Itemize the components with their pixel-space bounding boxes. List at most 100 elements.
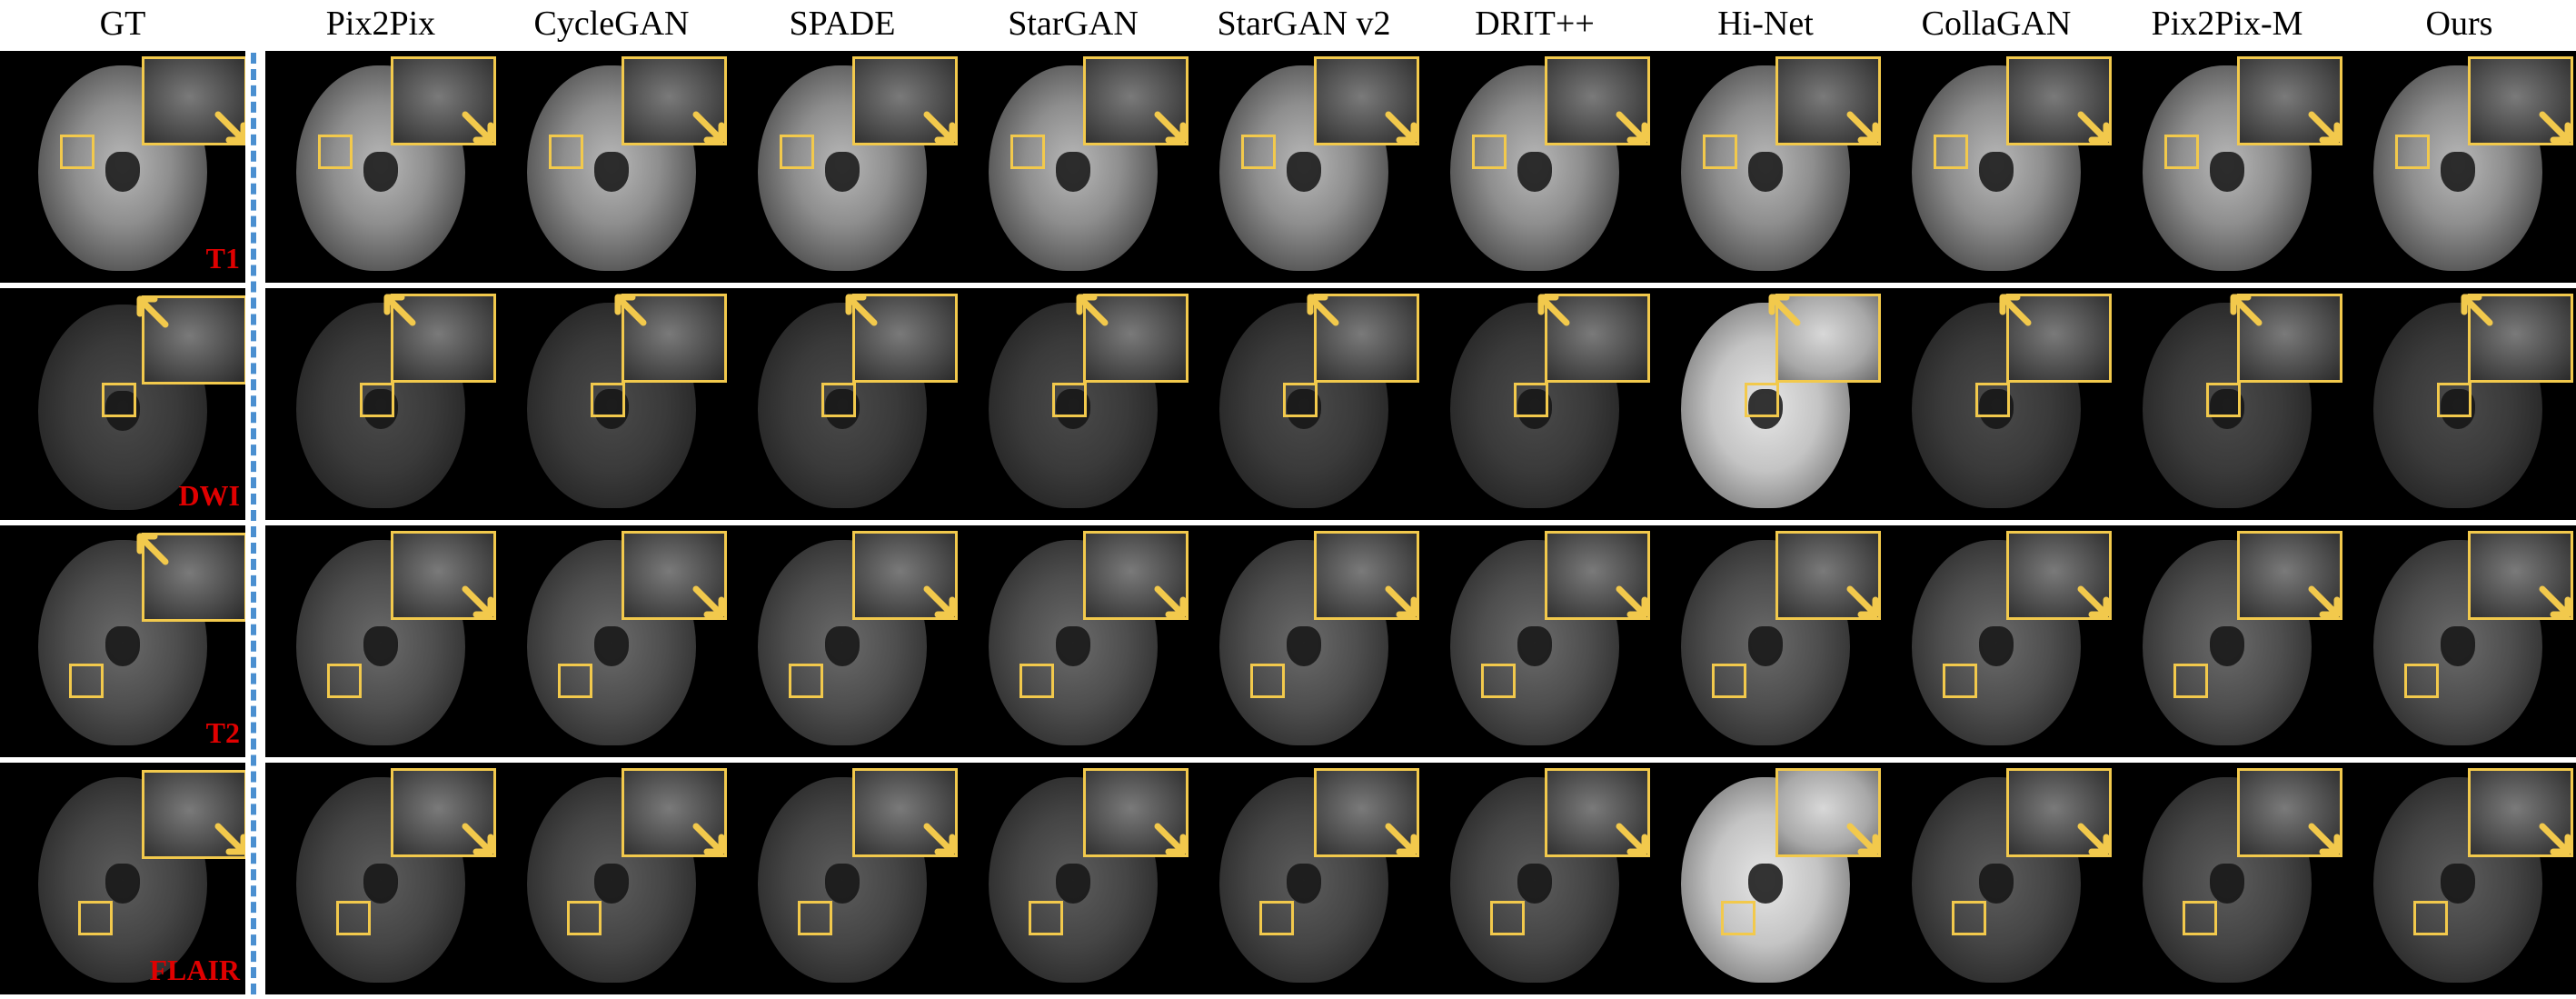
roi-box <box>1283 383 1318 417</box>
arrow-icon <box>214 823 245 855</box>
arrow-icon <box>1385 585 1417 618</box>
method-panel-flair <box>265 763 2576 994</box>
gt-panel-t1: T1 <box>0 51 245 283</box>
roi-box <box>2206 383 2241 417</box>
header-stargan: StarGAN <box>1008 5 1139 43</box>
roi-box <box>1975 383 2010 417</box>
roi-box <box>558 664 592 698</box>
modality-label: FLAIR <box>149 954 240 986</box>
roi-box <box>1745 383 1779 417</box>
arrow-icon <box>214 111 245 144</box>
zoom-inset <box>2468 294 2573 383</box>
arrow-icon <box>2308 823 2341 855</box>
arrow-icon <box>692 823 725 855</box>
arrow-icon <box>1307 294 1339 326</box>
arrow-icon <box>923 823 956 855</box>
roi-box <box>821 383 856 417</box>
roi-box <box>1019 664 1054 698</box>
arrow-icon <box>136 533 169 565</box>
arrow-icon <box>462 585 494 618</box>
arrow-icon <box>923 111 956 144</box>
brain-image <box>989 777 1158 983</box>
arrow-icon <box>1846 585 1879 618</box>
roi-box <box>2413 901 2448 935</box>
arrow-icon <box>2308 585 2341 618</box>
header-pix2pix: Pix2Pix <box>325 5 436 43</box>
roi-box <box>60 135 94 169</box>
roi-box <box>336 901 371 935</box>
arrow-icon <box>383 294 416 326</box>
arrow-icon <box>136 295 169 328</box>
arrow-icon <box>1154 823 1187 855</box>
gt-panel-dwi: DWI <box>0 288 245 520</box>
arrow-icon <box>2077 111 2110 144</box>
roi-box <box>1943 664 1977 698</box>
arrow-icon <box>1616 585 1648 618</box>
zoom-inset <box>391 768 496 857</box>
zoom-inset <box>142 770 245 859</box>
arrow-icon <box>462 111 494 144</box>
roi-box <box>2183 901 2217 935</box>
roi-box <box>1259 901 1294 935</box>
column-divider <box>251 53 256 994</box>
zoom-inset <box>1775 294 1881 383</box>
arrow-icon <box>1768 294 1801 326</box>
arrow-icon <box>2539 111 2571 144</box>
zoom-inset <box>2237 294 2342 383</box>
gt-panel-t2: T2 <box>0 525 245 757</box>
roi-box <box>2395 135 2430 169</box>
roi-box <box>1029 901 1063 935</box>
roi-box <box>78 901 113 935</box>
zoom-inset <box>622 294 727 383</box>
header-ours: Ours <box>2425 5 2493 43</box>
arrow-icon <box>2539 823 2571 855</box>
roi-box <box>1241 135 1276 169</box>
header-collagan: CollaGAN <box>1921 5 2072 43</box>
modality-label: T1 <box>205 242 240 275</box>
method-panel-t2 <box>265 525 2576 757</box>
roi-box <box>798 901 832 935</box>
arrow-icon <box>2461 294 2493 326</box>
roi-box <box>1052 383 1087 417</box>
arrow-icon <box>692 585 725 618</box>
header-drit: DRIT++ <box>1475 5 1595 43</box>
method-panel-dwi <box>265 288 2576 520</box>
brain-image <box>527 777 696 983</box>
method-panel-t1 <box>265 51 2576 283</box>
arrow-icon <box>462 823 494 855</box>
roi-box <box>1472 135 1507 169</box>
arrow-icon <box>1154 111 1187 144</box>
roi-box <box>1481 664 1516 698</box>
roi-box <box>1250 664 1285 698</box>
arrow-icon <box>1616 111 1648 144</box>
arrow-icon <box>1154 585 1187 618</box>
zoom-inset <box>1314 294 1419 383</box>
arrow-icon <box>845 294 878 326</box>
roi-box <box>2437 383 2472 417</box>
roi-box <box>2164 135 2199 169</box>
zoom-inset <box>1083 294 1189 383</box>
roi-box <box>1712 664 1746 698</box>
arrow-icon <box>1537 294 1570 326</box>
roi-box <box>1490 901 1525 935</box>
arrow-icon <box>1616 823 1648 855</box>
gt-panel-flair: FLAIR <box>0 763 245 994</box>
roi-box <box>2404 664 2439 698</box>
roi-box <box>780 135 814 169</box>
roi-box <box>1952 901 1986 935</box>
roi-box <box>1514 383 1548 417</box>
arrow-icon <box>1385 111 1417 144</box>
zoom-inset <box>391 294 496 383</box>
roi-box <box>591 383 625 417</box>
arrow-icon <box>1385 823 1417 855</box>
zoom-inset <box>2006 294 2112 383</box>
zoom-inset <box>852 294 958 383</box>
zoom-inset <box>142 295 245 385</box>
zoom-inset <box>1545 294 1650 383</box>
roi-box <box>327 664 362 698</box>
roi-box <box>2173 664 2208 698</box>
arrow-icon <box>614 294 647 326</box>
arrow-icon <box>2077 823 2110 855</box>
header-cyclegan: CycleGAN <box>533 5 690 43</box>
header-spade: SPADE <box>789 5 896 43</box>
